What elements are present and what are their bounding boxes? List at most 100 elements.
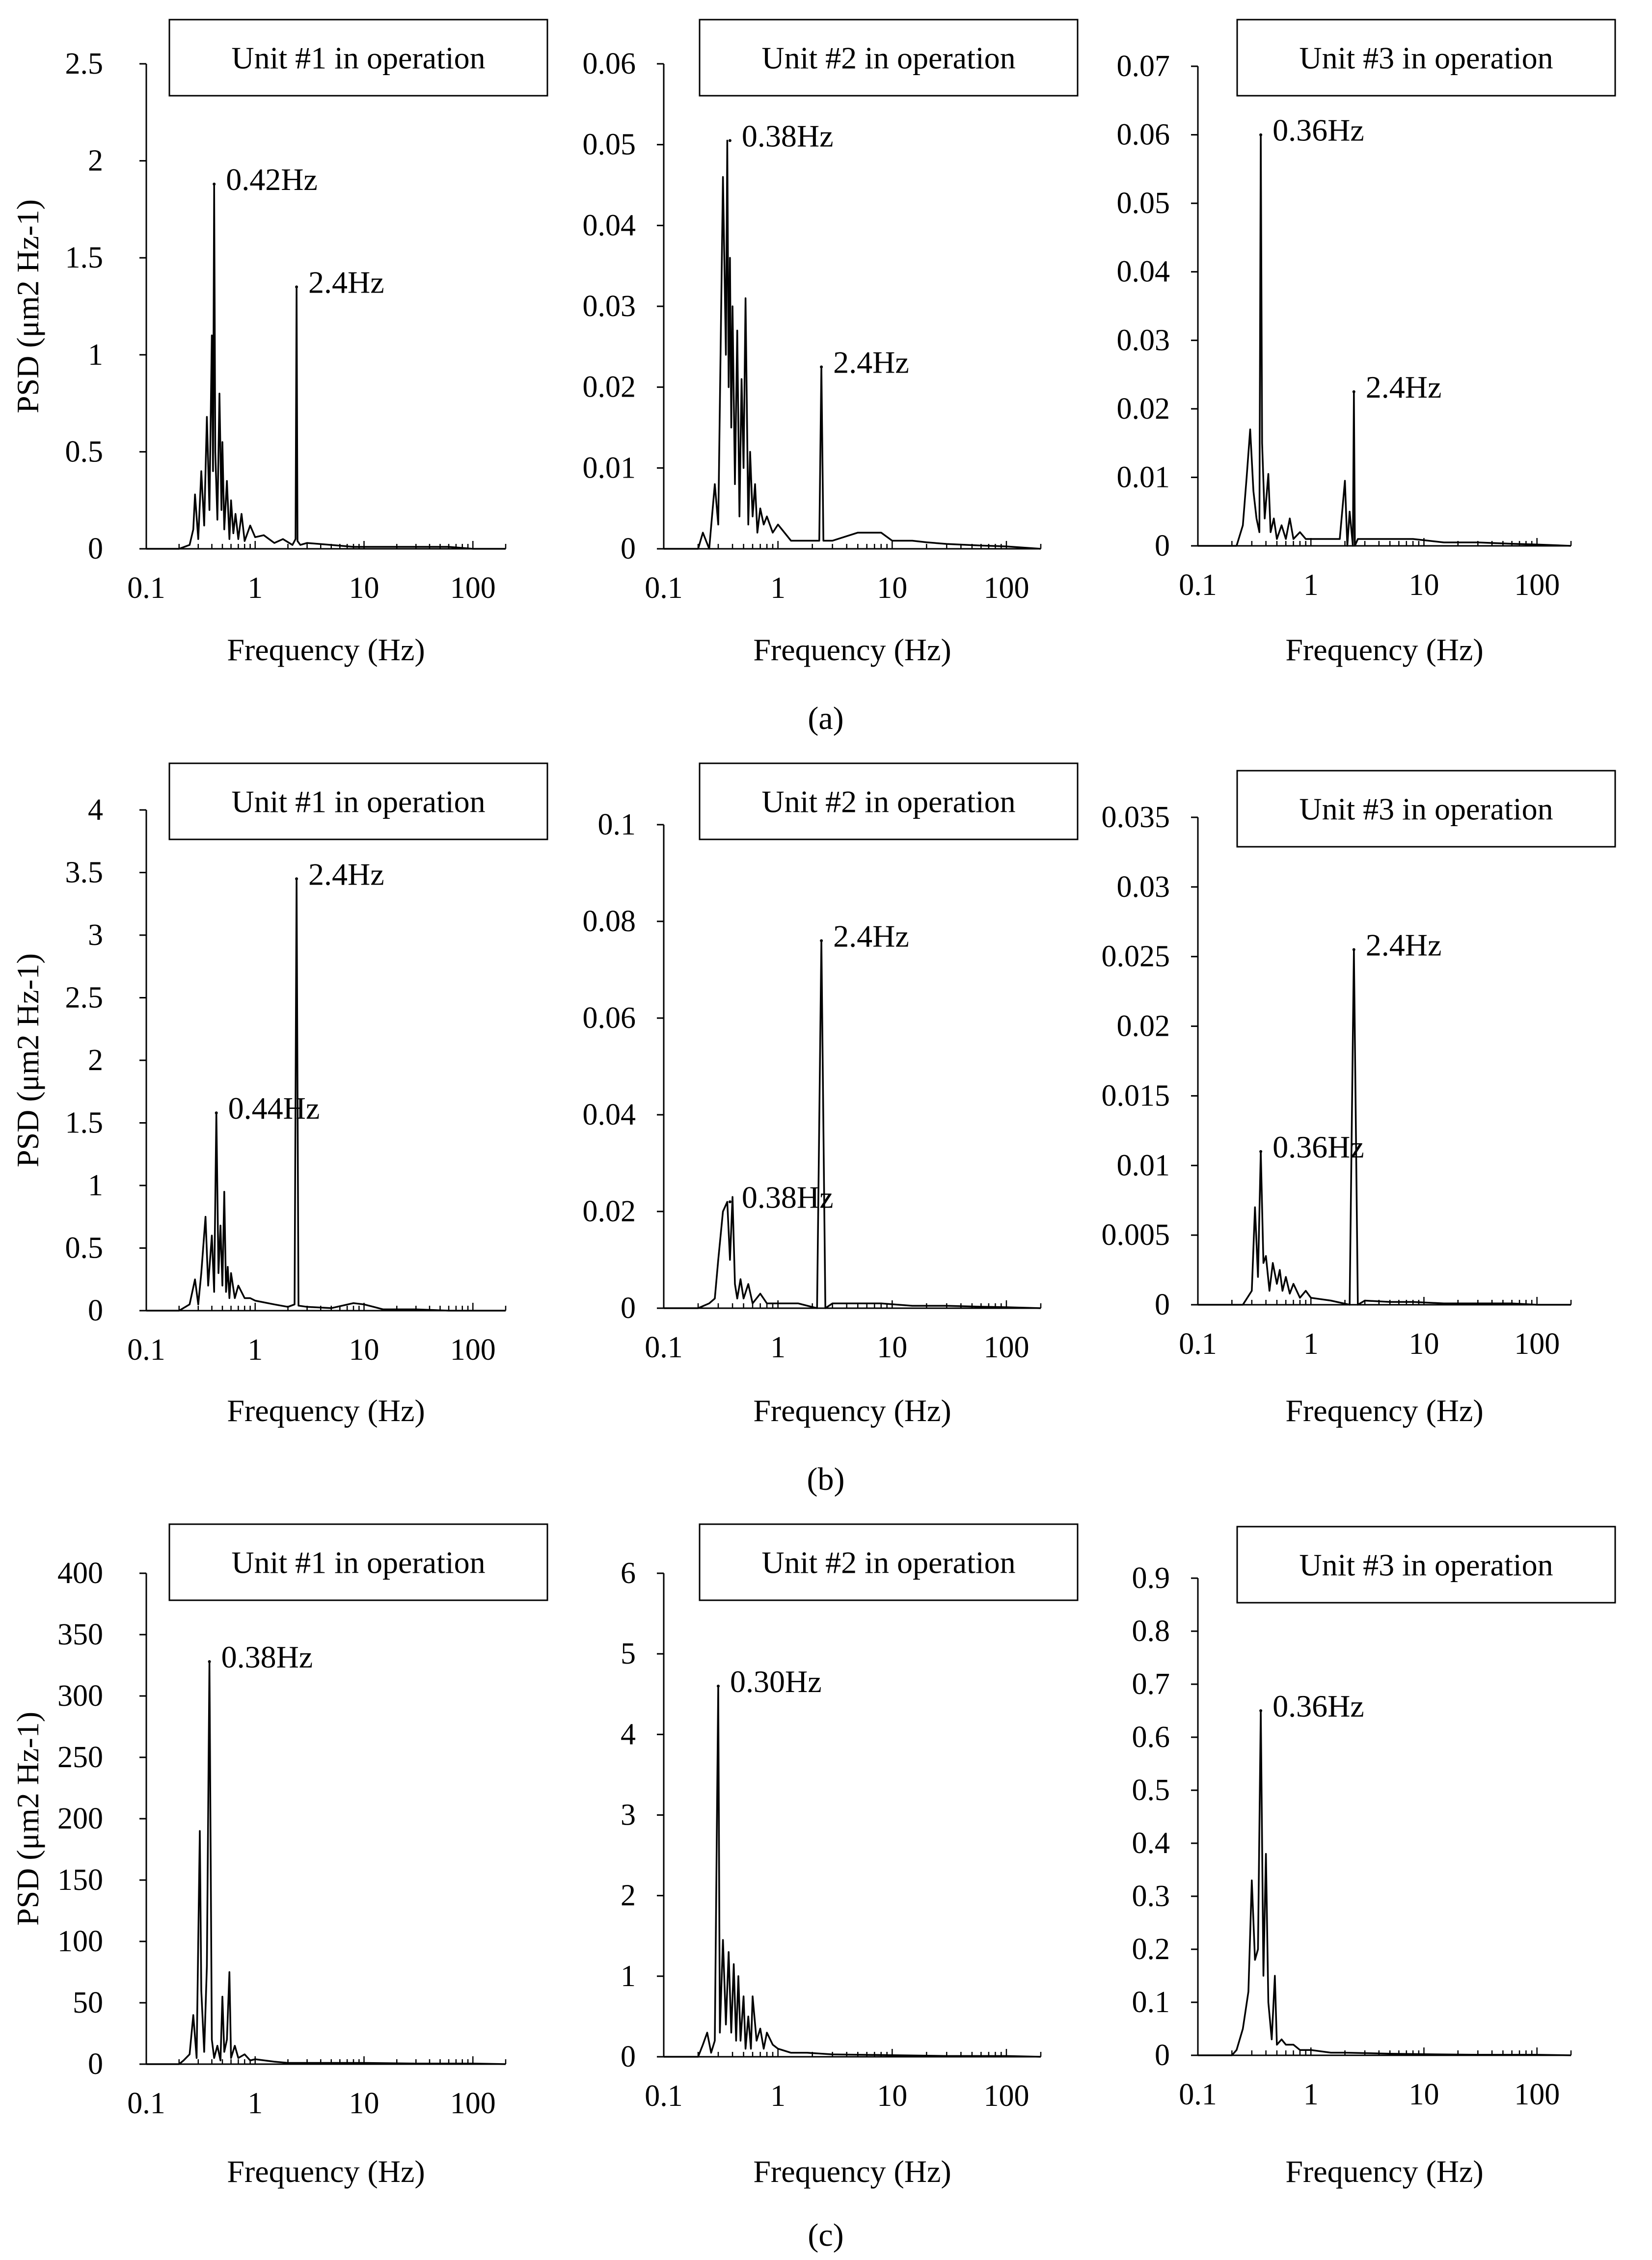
y-tick-label: 0 — [621, 2040, 636, 2073]
peak-point — [1259, 133, 1263, 136]
y-tick-label: 200 — [57, 1802, 103, 1835]
x-tick-label: 100 — [983, 1331, 1029, 1364]
x-tick-label: 0.1 — [1179, 2078, 1217, 2111]
x-tick-label: 1 — [247, 571, 263, 605]
chart-panel-a-3: 0 0.01 0.02 0.03 0.04 0.05 0.06 0.07 0.1 1 10 100 Fr… — [1117, 19, 1616, 667]
y-tick-label: 0.035 — [1102, 801, 1170, 834]
x-tick-label: 0.1 — [1179, 568, 1217, 602]
y-tick-label: 5 — [621, 1637, 636, 1670]
chart-title-box — [1236, 770, 1616, 848]
y-tick-label: 0.005 — [1102, 1218, 1170, 1252]
y-tick-label: 0 — [88, 1294, 103, 1327]
chart-title: Unit #1 in operation — [231, 1545, 485, 1580]
y-tick-label: 0.3 — [1132, 1880, 1170, 1913]
y-tick-label: 0.03 — [1117, 870, 1170, 904]
x-axis-label: Frequency (Hz) — [1285, 2154, 1483, 2189]
y-tick-label: 2.5 — [65, 47, 104, 81]
y-tick-label: 2.5 — [65, 981, 104, 1015]
x-tick-label: 1 — [770, 2079, 785, 2113]
y-tick-label: 50 — [73, 1986, 103, 2019]
y-tick-label: 400 — [57, 1557, 103, 1590]
subfigure-label: (b) — [807, 1461, 845, 1497]
peak-label: 0.36Hz — [1273, 1689, 1364, 1723]
y-tick-label: 3 — [621, 1799, 636, 1832]
y-tick-label: 300 — [57, 1679, 103, 1713]
y-tick-label: 0.2 — [1132, 1933, 1170, 1966]
chart-title-box — [168, 762, 548, 840]
subfigure-label: (c) — [808, 2217, 843, 2253]
y-tick-label: 0.01 — [1117, 1149, 1170, 1182]
y-tick-label: 0 — [88, 532, 103, 565]
y-tick-label: 150 — [57, 1863, 103, 1897]
y-tick-label: 0 — [1155, 2039, 1170, 2072]
y-tick-label: 2 — [88, 1044, 103, 1077]
y-tick-label: 0.8 — [1132, 1614, 1170, 1648]
peak-label: 2.4Hz — [833, 345, 909, 380]
chart-panel-b-2: 0 0.02 0.04 0.06 0.08 0.1 0.1 1 10 100 Frequency (… — [583, 762, 1079, 1428]
y-tick-label: 0.03 — [583, 290, 636, 323]
y-tick-label: 1 — [621, 1960, 636, 1993]
y-tick-label: 0.03 — [1117, 323, 1170, 357]
psd-series-line — [1198, 948, 1571, 1306]
y-axis-label: PSD (μm2 Hz-1) — [10, 199, 45, 413]
psd-series-line — [146, 183, 506, 550]
peak-label: 2.4Hz — [1366, 370, 1442, 404]
y-tick-label: 0.02 — [583, 1195, 636, 1228]
y-tick-label: 1.5 — [65, 241, 104, 274]
chart-panel-c-3: 0 0.1 0.2 0.3 0.4 0.5 0.6 0.7 0.8 0.9 0.1 1 10 100 Fre… — [1132, 1526, 1616, 2189]
peak-label: 2.4Hz — [308, 857, 384, 891]
y-tick-label: 0.5 — [65, 435, 104, 468]
x-tick-label: 10 — [877, 2079, 907, 2113]
x-tick-label: 1 — [1303, 2078, 1319, 2111]
x-tick-label: 10 — [877, 1331, 907, 1364]
chart-panel-a-1: 0 0.5 1 1.5 2 2.5 0.1 1 10 100 Frequency (Hz) PSD (… — [10, 19, 548, 667]
peak-point — [295, 877, 298, 881]
peak-label: 0.44Hz — [228, 1091, 320, 1126]
chart-title: Unit #3 in operation — [1299, 1548, 1553, 1583]
x-tick-label: 10 — [349, 2087, 379, 2120]
x-tick-label: 0.1 — [1179, 1327, 1217, 1361]
y-tick-label: 0.9 — [1132, 1561, 1170, 1595]
psd-series-line — [664, 940, 1041, 1309]
y-tick-label: 0 — [621, 532, 636, 565]
y-tick-label: 0.07 — [1117, 50, 1170, 83]
x-tick-label: 100 — [450, 2087, 496, 2120]
y-tick-label: 2 — [88, 144, 103, 178]
x-tick-label: 1 — [770, 1331, 785, 1364]
chart-panel-a-2: 0 0.01 0.02 0.03 0.04 0.05 0.06 0.1 1 10 100 Freque… — [583, 19, 1079, 667]
peak-label: 2.4Hz — [1366, 928, 1442, 963]
chart-title-box — [1236, 1526, 1616, 1604]
x-tick-label: 10 — [1408, 2078, 1439, 2111]
chart-title: Unit #1 in operation — [231, 784, 485, 819]
x-tick-label: 100 — [450, 1333, 496, 1367]
y-tick-label: 0 — [1155, 529, 1170, 563]
x-axis-label: Frequency (Hz) — [1285, 1393, 1483, 1428]
y-tick-label: 0.6 — [1132, 1721, 1170, 1754]
peak-label: 0.42Hz — [226, 162, 318, 197]
y-tick-label: 350 — [57, 1618, 103, 1651]
x-tick-label: 10 — [877, 571, 907, 605]
peak-point — [1352, 948, 1355, 951]
y-tick-label: 6 — [621, 1557, 636, 1590]
y-tick-label: 0.04 — [583, 1098, 636, 1131]
y-tick-label: 0.06 — [583, 1001, 636, 1035]
peak-point — [728, 1200, 731, 1204]
peak-point — [820, 365, 823, 369]
x-tick-label: 10 — [349, 1333, 379, 1367]
y-tick-label: 0.1 — [1132, 1986, 1170, 2019]
psd-series-line — [146, 878, 506, 1312]
x-tick-label: 1 — [247, 1333, 263, 1367]
psd-series-line — [146, 1661, 506, 2065]
x-axis-label: Frequency (Hz) — [753, 632, 951, 667]
peak-point — [717, 1684, 720, 1688]
peak-label: 0.38Hz — [742, 1180, 834, 1214]
chart-title: Unit #2 in operation — [761, 784, 1015, 819]
x-tick-label: 10 — [1408, 568, 1439, 602]
psd-series-line — [664, 139, 1041, 550]
y-tick-label: 0.5 — [1132, 1774, 1170, 1807]
peak-point — [295, 285, 298, 289]
x-tick-label: 1 — [247, 2087, 263, 2120]
peak-point — [213, 183, 216, 186]
y-tick-label: 1 — [88, 338, 103, 372]
